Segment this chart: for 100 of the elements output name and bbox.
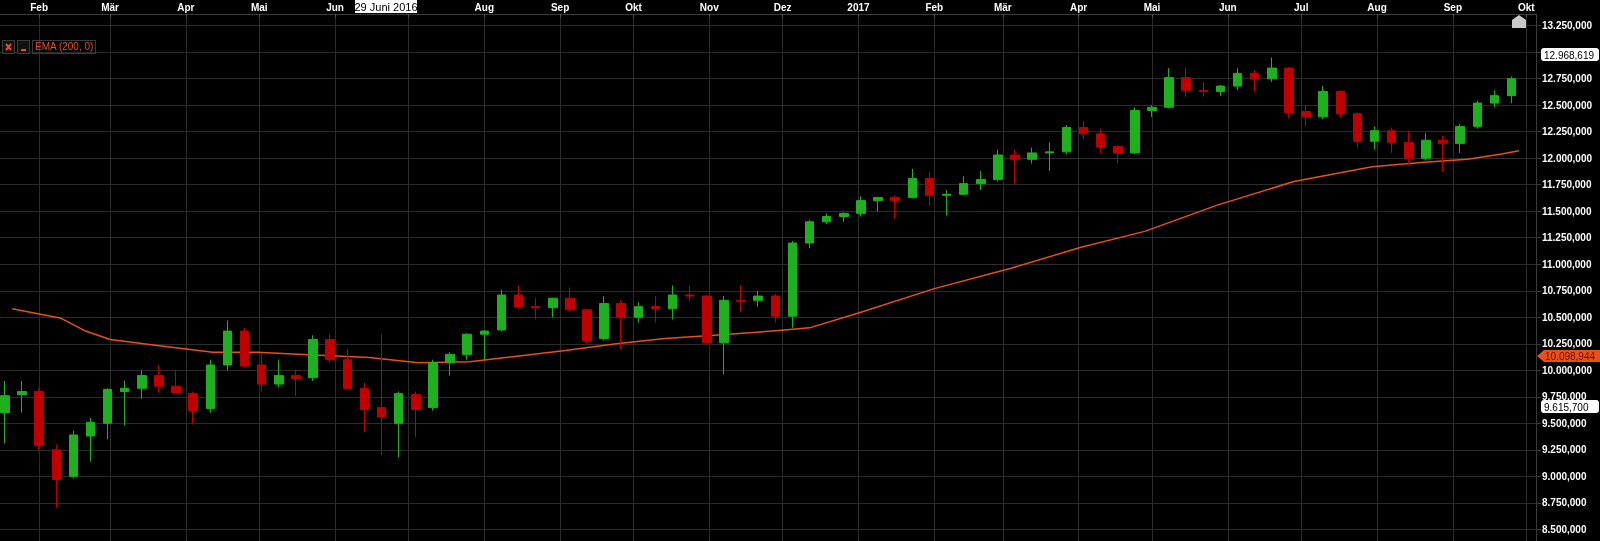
candlestick (634, 301, 643, 324)
candlestick (1233, 67, 1242, 91)
candlestick (86, 417, 95, 462)
candlestick (582, 308, 592, 345)
candlestick (805, 219, 814, 249)
candlestick (171, 369, 181, 394)
x-tick-label: Apr (1070, 1, 1088, 13)
candlestick (873, 196, 883, 212)
x-tick-label: Jun (326, 1, 344, 13)
y-tick-label: 9.500,000 (1542, 417, 1587, 429)
candlestick (993, 149, 1003, 183)
candlestick (1079, 120, 1088, 140)
candlestick (0, 380, 10, 444)
candlestick (308, 334, 318, 382)
x-tick-label: Dez (773, 1, 792, 13)
candlestick (1147, 104, 1157, 118)
candlestick (1130, 106, 1140, 155)
x-tick-label: Sep (550, 1, 570, 13)
text: 10.098,944 (1545, 350, 1596, 362)
candlestick (257, 352, 266, 392)
x-tick-label: Jun (1218, 1, 1237, 13)
candlestick (445, 351, 455, 377)
candlestick (548, 297, 558, 318)
candlestick (1336, 89, 1345, 119)
candlestick (565, 287, 575, 313)
candlestick (1062, 124, 1071, 155)
candlestick (1181, 67, 1191, 98)
candlestick (1404, 130, 1414, 167)
x-tick-label: Mai (250, 1, 268, 13)
candlestick (120, 380, 129, 426)
text: 29 Juni 2016 (354, 0, 418, 13)
candlestick (1164, 67, 1174, 109)
y-tick-label: 11.500,000 (1542, 205, 1592, 217)
x-tick-label: Apr (177, 1, 195, 13)
candlestick (291, 369, 301, 397)
candlestick (154, 364, 164, 394)
x-tick-label: Okt (625, 1, 643, 13)
candlestick (702, 294, 712, 345)
x-tick-label: Feb (925, 1, 944, 13)
y-tick-label: 13.250,000 (1542, 20, 1593, 32)
candlestick (480, 329, 489, 361)
candlestick (1284, 66, 1294, 119)
candlestick (736, 284, 746, 313)
candlestick (34, 387, 44, 451)
candlestick (360, 382, 369, 433)
x-tick-label: Mai (1143, 1, 1161, 13)
x-tick-label: Mär (101, 1, 120, 13)
candlestick (651, 295, 660, 324)
candlestick (274, 359, 284, 388)
candlestick (753, 290, 763, 308)
x-tick-label: Nov (699, 1, 720, 13)
candlestick (788, 240, 797, 329)
candlestick (976, 170, 986, 191)
candlestick (1199, 81, 1208, 98)
candlestick (1438, 135, 1448, 173)
y-tick-label: 12.250,000 (1542, 126, 1593, 138)
candlestick (1301, 104, 1311, 127)
line-series (11, 150, 1520, 364)
y-tick-label: 10.500,000 (1542, 311, 1593, 323)
candlestick (719, 295, 729, 376)
candlestick (206, 359, 215, 414)
candlestick (856, 195, 866, 218)
candlestick (942, 189, 951, 216)
x-tick-label: Mär (993, 1, 1012, 13)
y-tick-label: 9.750,000 (1542, 391, 1587, 403)
candlestick (1455, 123, 1465, 154)
candlestick (1318, 85, 1328, 120)
candlestick (668, 284, 677, 320)
candlestick (531, 297, 540, 320)
candlestick (1490, 89, 1499, 108)
y-tick-label: 9.250,000 (1542, 444, 1587, 456)
candlestick (1387, 126, 1396, 154)
candlestick (240, 327, 249, 368)
candlestick (616, 299, 626, 350)
candlestick (1010, 149, 1020, 185)
candlestick (1370, 125, 1379, 151)
candlestick (17, 380, 27, 414)
y-tick-label: 11.250,000 (1542, 232, 1592, 244)
y-tick-label: 12.750,000 (1542, 73, 1593, 85)
candlestick (137, 369, 147, 400)
x-tick-label: Jul (1293, 1, 1309, 13)
candlestick (1045, 141, 1054, 172)
candlestick (462, 332, 472, 361)
y-tick-label: 11.000,000 (1542, 258, 1592, 270)
candlestick (839, 211, 849, 223)
candlestick (1027, 147, 1037, 165)
candlestick (514, 284, 523, 310)
candlestick (1473, 100, 1482, 130)
y-tick-label: 12.500,000 (1542, 99, 1593, 111)
x-tick-label: Sep (1443, 1, 1463, 13)
x-tick-label: Okt (1517, 1, 1536, 13)
candlestick (52, 444, 61, 509)
y-tick-label: 8.750,000 (1542, 497, 1587, 509)
candlestick (908, 168, 917, 199)
candlestick (822, 212, 831, 225)
candlestick (497, 289, 506, 332)
candlestick (959, 175, 968, 196)
legend-label: EMA (200, 0) (32, 40, 97, 54)
candlestick (599, 295, 609, 342)
y-tick-label: 10.000,000 (1542, 364, 1593, 376)
